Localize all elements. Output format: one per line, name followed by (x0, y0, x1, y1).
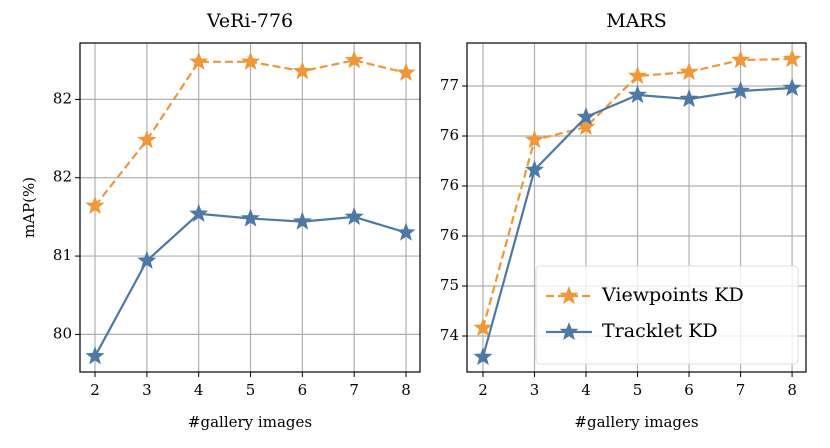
point (628, 85, 647, 104)
point (344, 50, 364, 69)
y-tick-label: 75 (440, 276, 459, 294)
point (782, 78, 802, 97)
point (679, 89, 699, 108)
y-tick-label: 74 (440, 326, 459, 344)
x-tick-label: 8 (401, 381, 411, 399)
x-axis-label: #gallery images (188, 413, 312, 431)
point (525, 160, 544, 179)
y-tick-label: 82 (53, 89, 72, 107)
y-tick-label: 82 (53, 168, 72, 186)
point (396, 62, 416, 81)
point (731, 50, 751, 69)
point (137, 250, 157, 269)
point (292, 211, 312, 230)
y-tick-label: 76 (440, 226, 459, 244)
x-tick-label: 5 (633, 381, 643, 399)
x-tick-label: 6 (298, 381, 308, 399)
point (189, 51, 209, 70)
point (782, 49, 802, 68)
y-tick-label: 76 (440, 176, 459, 194)
point (344, 206, 364, 225)
x-tick-label: 7 (349, 381, 359, 399)
point (85, 346, 105, 365)
x-tick-label: 6 (684, 381, 694, 399)
point (292, 61, 312, 80)
subplot-title: VeRi-776 (206, 10, 293, 32)
plot-frame (466, 42, 807, 373)
point (576, 107, 596, 126)
y-tick-label: 80 (53, 324, 72, 342)
x-tick-label: 7 (736, 381, 746, 399)
x-tick-label: 4 (194, 381, 204, 399)
point (137, 130, 157, 149)
plot-frame (79, 42, 421, 373)
point (731, 81, 751, 100)
y-tick-label: 77 (440, 76, 459, 94)
subplot-title: MARS (606, 10, 667, 32)
x-tick-label: 4 (581, 381, 591, 399)
point (241, 51, 260, 70)
legend-box (535, 265, 799, 365)
x-tick-label: 3 (530, 381, 540, 399)
point (241, 208, 260, 227)
point (473, 318, 493, 337)
legend-label: Tracklet KD (602, 320, 718, 342)
point (473, 347, 493, 366)
x-tick-label: 3 (142, 381, 152, 399)
point (679, 62, 699, 81)
legend-label: Viewpoints KD (601, 284, 744, 306)
x-tick-label: 2 (90, 381, 100, 399)
y-tick-label: 81 (53, 246, 72, 264)
y-axis-label: mAP(%) (20, 177, 38, 238)
point (576, 117, 596, 136)
y-tick-label: 76 (440, 126, 459, 144)
point (85, 195, 105, 214)
legend: Viewpoints KD Tracklet KD (535, 265, 799, 365)
point (189, 203, 209, 222)
x-tick-label: 8 (787, 381, 797, 399)
point (396, 222, 416, 241)
legend-marker (559, 322, 579, 341)
point (525, 130, 544, 149)
legend-marker (559, 286, 579, 305)
x-tick-label: 5 (246, 381, 256, 399)
x-axis-label: #gallery images (574, 413, 698, 431)
x-tick-label: 2 (478, 381, 488, 399)
point (628, 66, 647, 85)
